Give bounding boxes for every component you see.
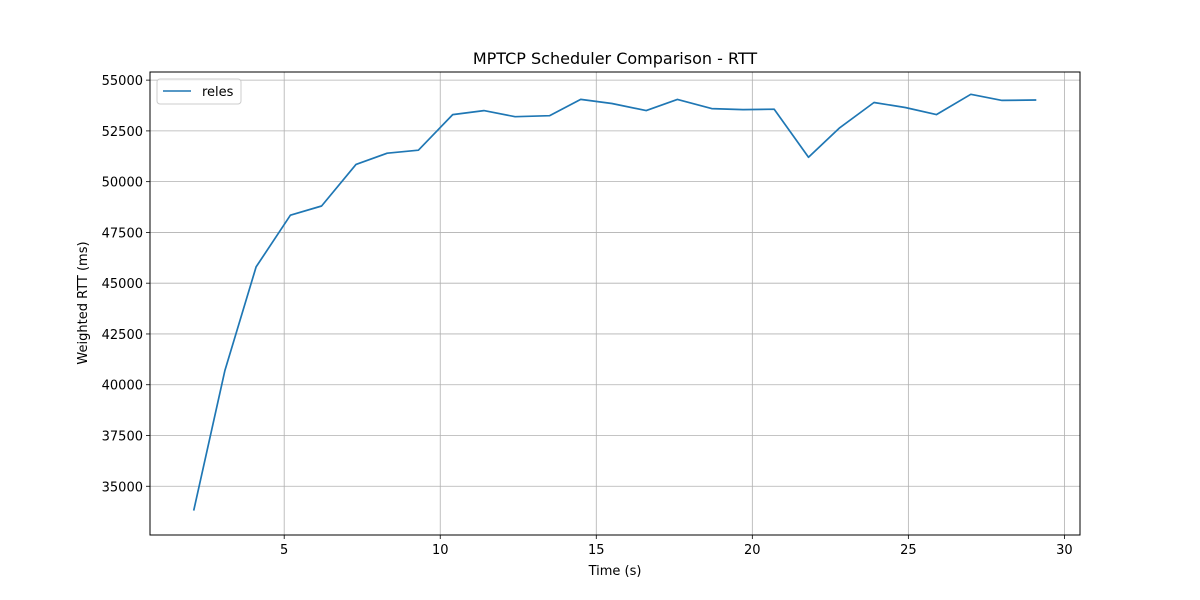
y-axis-label: Weighted RTT (ms) [76, 241, 91, 364]
x-tick-label: 15 [588, 543, 605, 558]
y-tick-label: 52500 [102, 125, 143, 140]
x-tick-label: 30 [1056, 543, 1073, 558]
plot-frame [149, 71, 1081, 536]
y-tick-label: 50000 [102, 176, 143, 191]
y-tick-label: 37500 [102, 429, 143, 444]
y-tick-label: 42500 [102, 328, 143, 343]
x-tick-label: 10 [432, 543, 449, 558]
x-tick-label: 20 [744, 543, 761, 558]
grid-lines [150, 72, 1080, 535]
x-axis-label: Time (s) [588, 564, 642, 579]
series-line-reles [192, 93, 1037, 511]
x-tick-label: 5 [280, 543, 288, 558]
series-layer [192, 93, 1037, 511]
x-tick-label: 25 [900, 543, 917, 558]
legend-box [156, 78, 242, 105]
y-tick-label: 35000 [102, 480, 143, 495]
chart-title: MPTCP Scheduler Comparison - RTT [473, 49, 758, 68]
legend: reles [156, 78, 242, 105]
y-tick-label: 55000 [102, 74, 143, 89]
y-tick-label: 47500 [102, 226, 143, 241]
y-tick-label: 45000 [102, 277, 143, 292]
legend-label-reles: reles [202, 85, 234, 100]
y-axis-ticks: 35000 37500 40000 42500 45000 47500 50000 52500… [102, 74, 150, 495]
y-tick-label: 40000 [102, 379, 143, 394]
x-axis-ticks: 5 10 15 20 25 30 [280, 535, 1073, 558]
